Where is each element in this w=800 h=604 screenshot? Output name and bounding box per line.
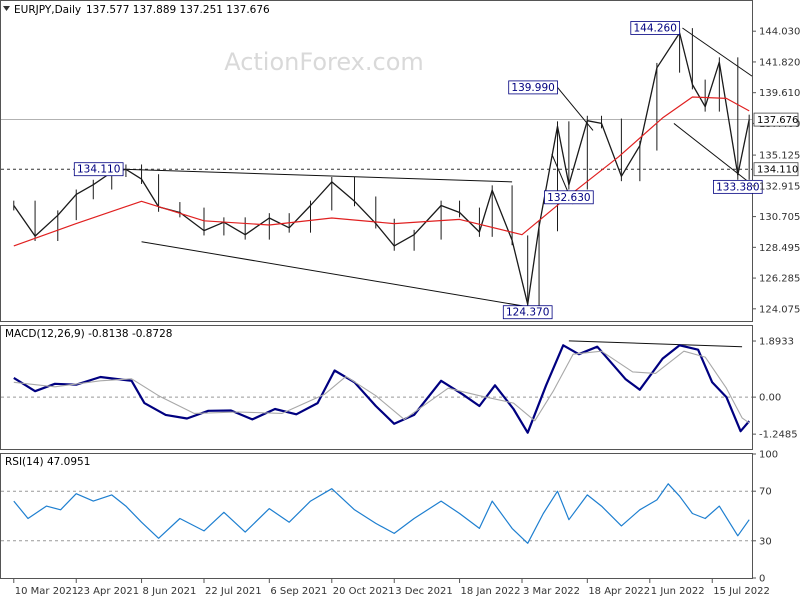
xtick-label: 1 Jun 2022 <box>651 586 705 597</box>
price-trend-line <box>123 168 513 183</box>
xtick-label: 23 Apr 2021 <box>77 586 139 597</box>
price-annotation-box <box>544 190 594 205</box>
macd-trend-line <box>568 340 743 348</box>
price-ytick-label: 124.075 <box>759 304 800 315</box>
price-ytick-label: 139.610 <box>759 88 800 99</box>
price-annotation-box <box>713 179 763 194</box>
price-title-ohlc: 137.577 137.889 137.251 137.676 <box>86 4 270 16</box>
rsi-title: RSI(14) 47.0951 <box>5 456 90 468</box>
support-level-tag-text: 134.110 <box>757 165 798 176</box>
price-annotation-box <box>502 305 553 320</box>
moving-average-series-line <box>13 96 750 247</box>
xtick-label: 3 Mar 2022 <box>523 586 580 597</box>
watermark-text: ActionForex.com <box>224 48 424 76</box>
rsi-ytick-label: 0 <box>759 574 765 585</box>
price-annotation-label: 124.370 <box>506 307 549 319</box>
price-title-symbol: EURJPY,Daily <box>14 4 81 16</box>
xtick-label: 10 Mar 2021 <box>15 586 78 597</box>
xtick-label: 18 Apr 2022 <box>588 586 650 597</box>
price-panel-frame <box>0 0 753 322</box>
xtick-label: 22 Jul 2021 <box>205 586 262 597</box>
price-annotation-label: 144.260 <box>633 22 676 34</box>
price-annotation-label: 133.380 <box>716 181 759 193</box>
rsi-ytick-label: 30 <box>759 536 772 547</box>
price-layer: 134.110 124.370 139.990 132.630 144.260 133.3… <box>1 21 763 320</box>
dropdown-arrow-icon <box>3 6 10 11</box>
price-ytick-label: 130.705 <box>759 212 800 223</box>
xtick-label: 15 Jul 2022 <box>713 586 770 597</box>
macd-ytick-label: -1.2485 <box>759 430 798 441</box>
price-annotation-label: 134.110 <box>77 164 120 176</box>
xtick-label: 3 Dec 2021 <box>395 586 453 597</box>
price-trend-line <box>141 241 547 311</box>
last-price-tag-box <box>753 112 799 127</box>
macd-panel-frame <box>0 325 753 450</box>
price-trend-line <box>673 123 753 186</box>
price-ytick-label: 135.125 <box>759 151 800 162</box>
price-annotation-box <box>630 21 680 35</box>
last-price-tag-text: 137.676 <box>757 115 798 126</box>
price-ytick-label: 141.820 <box>759 57 800 68</box>
price-title: EURJPY,Daily 137.577 137.889 137.251 137… <box>3 4 270 16</box>
price-series-line <box>13 32 750 305</box>
price-ytick-label: 132.915 <box>759 181 800 192</box>
rsi-series-line <box>13 483 750 544</box>
xtick-label: 8 Jun 2021 <box>143 586 197 597</box>
price-annotation-box <box>73 162 124 177</box>
xtick-label: 18 Jan 2022 <box>461 586 521 597</box>
axis-layer: 144.030141.820139.610137.400135.125132.9… <box>13 27 800 597</box>
xtick-label: 20 Oct 2021 <box>333 586 395 597</box>
rsi-ytick-label: 100 <box>759 450 778 461</box>
rsi-panel-frame <box>0 453 753 579</box>
xtick-label: 6 Sep 2021 <box>270 586 327 597</box>
macd-ytick-label: 0.00 <box>759 393 781 404</box>
price-annotation-box <box>508 80 558 95</box>
price-ytick-label: 126.285 <box>759 274 800 285</box>
macd-series-line <box>13 344 751 434</box>
price-annotation-label: 139.990 <box>511 82 554 94</box>
macd-layer <box>1 340 752 434</box>
signal-series-line <box>13 350 750 424</box>
macd-ytick-label: 1.8933 <box>759 337 794 348</box>
price-trend-line <box>682 27 753 77</box>
price-ytick-label: 128.495 <box>759 243 800 254</box>
price-ytick-label: 144.030 <box>759 27 800 38</box>
support-level-tag-box <box>753 162 799 177</box>
rsi-ytick-label: 70 <box>759 487 772 498</box>
rsi-layer <box>1 483 752 544</box>
price-annotation-label: 132.630 <box>547 192 590 204</box>
macd-title: MACD(12,26,9) -0.8138 -0.8728 <box>5 328 172 340</box>
